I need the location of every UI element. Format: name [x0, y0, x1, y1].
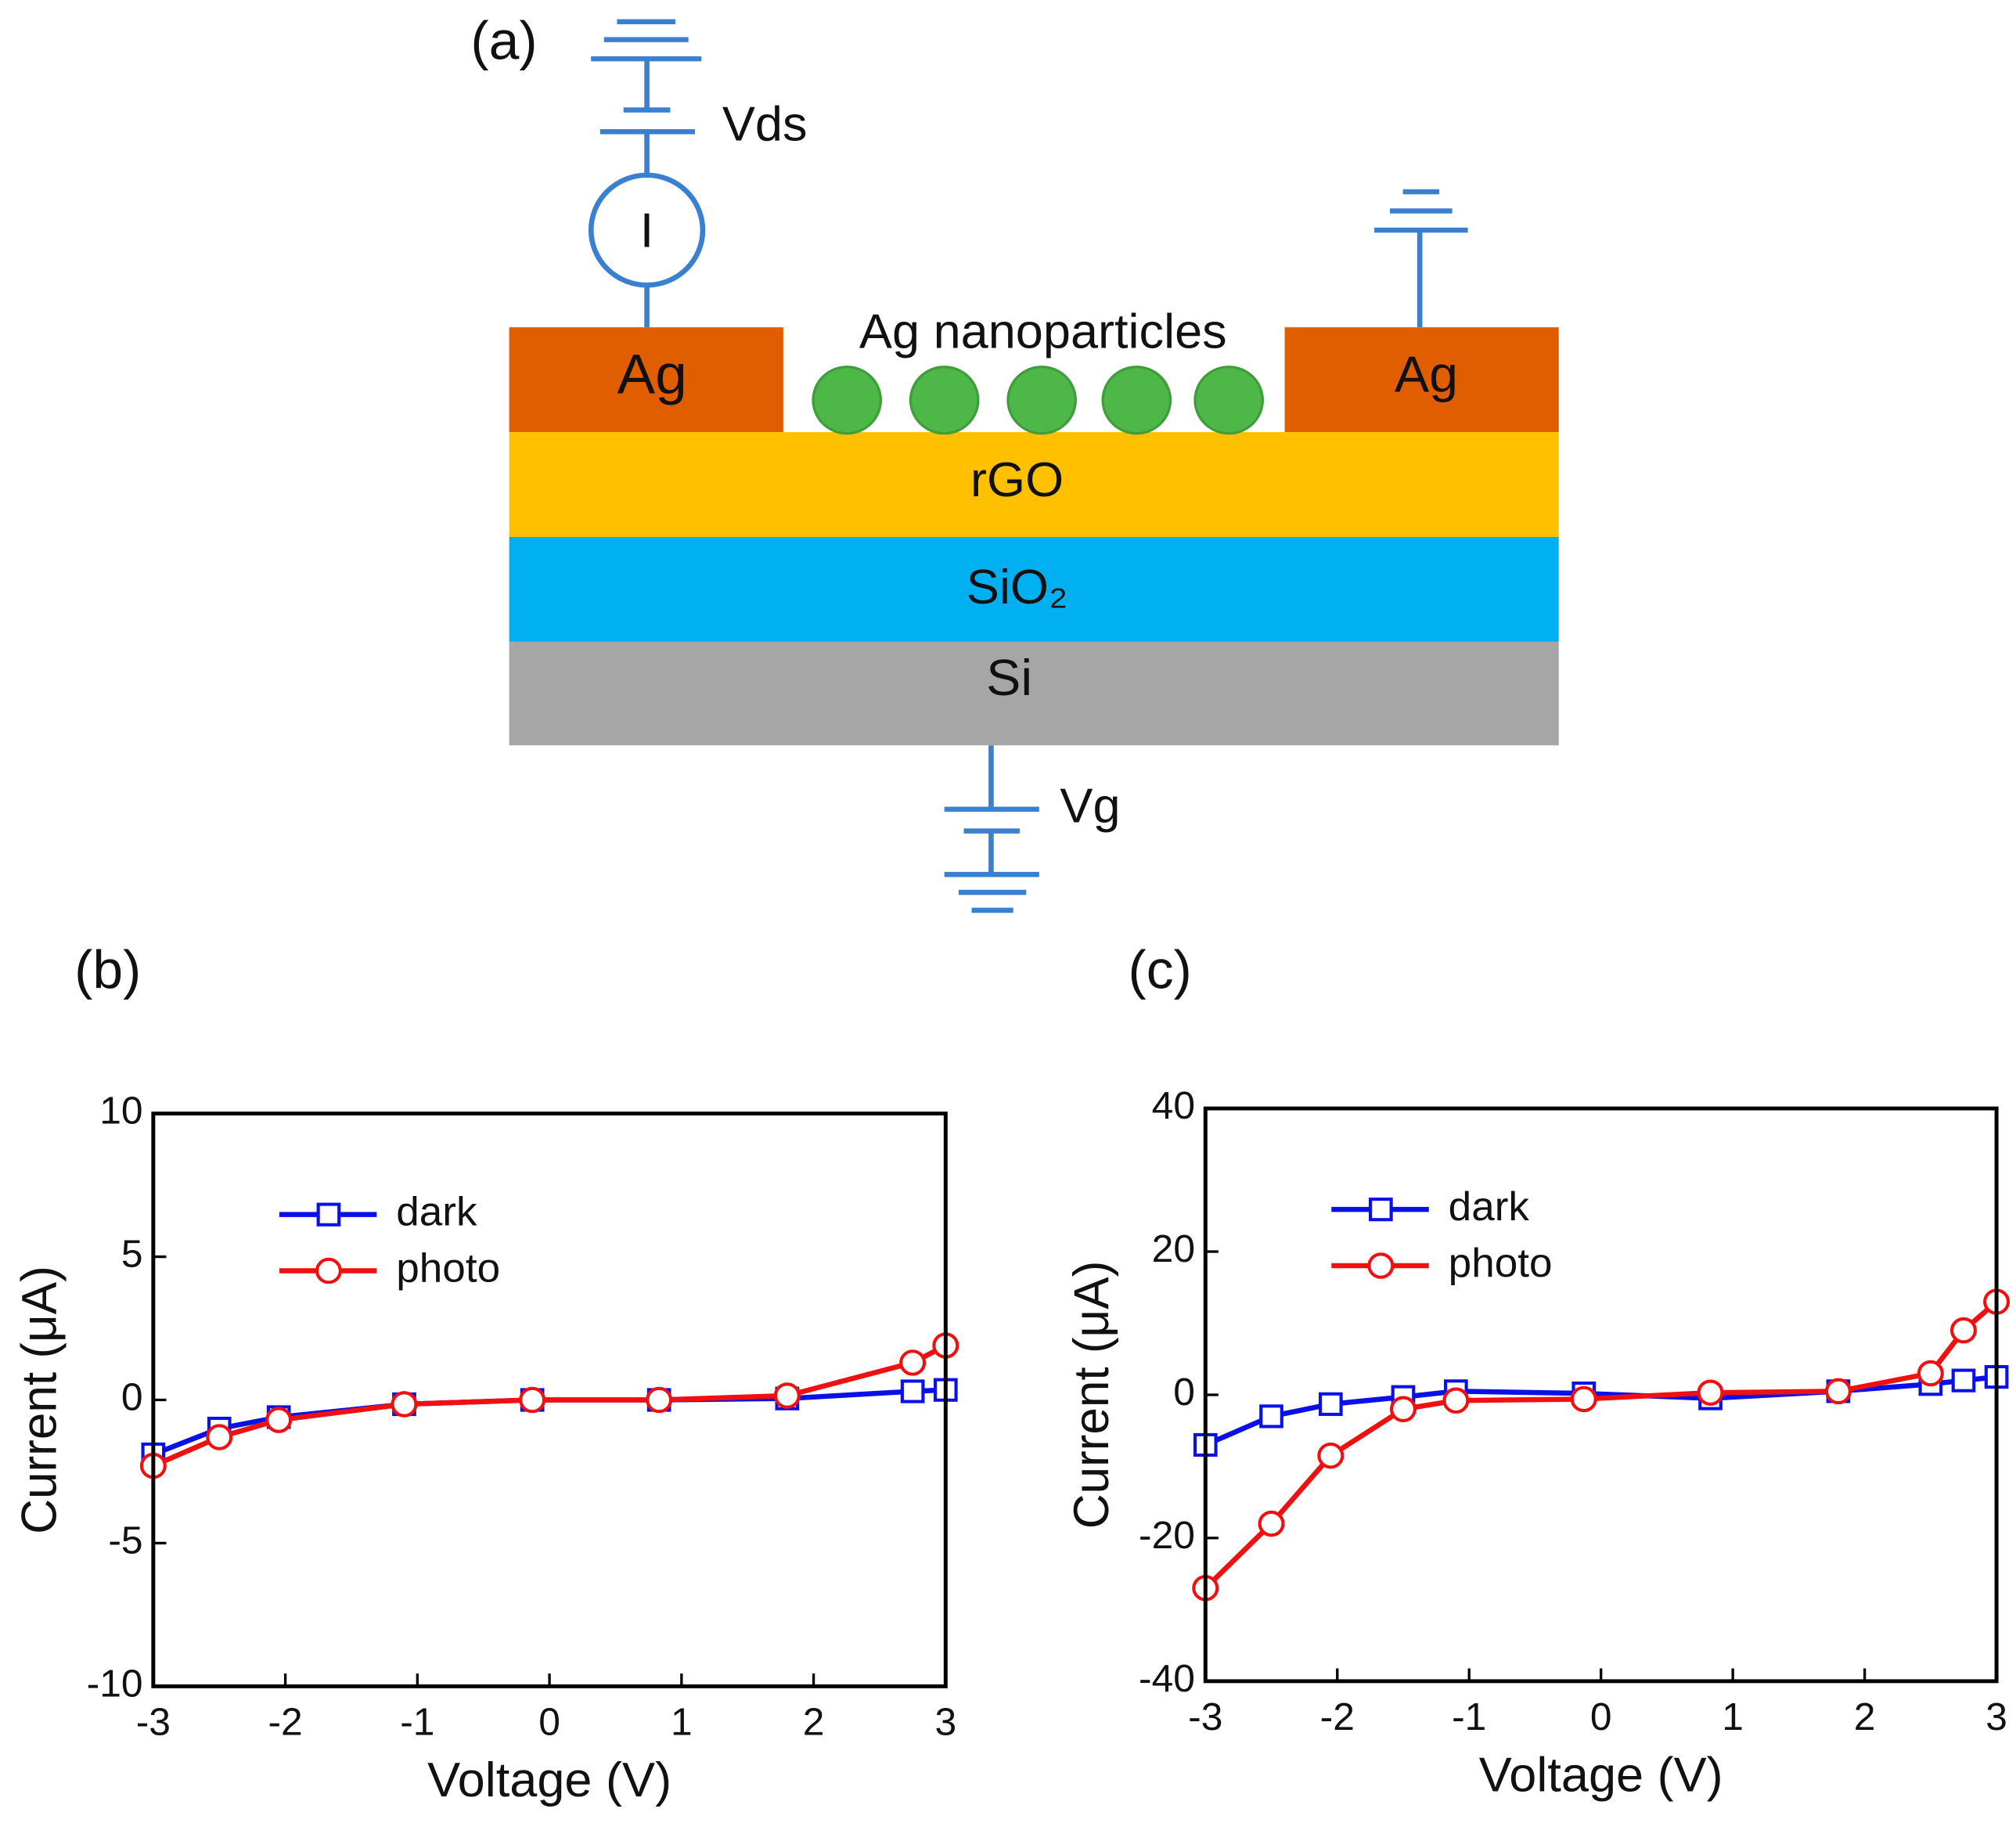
marker: [265, 1407, 293, 1433]
si-layer: [509, 641, 1559, 746]
x-tick-label: -1: [1452, 1695, 1486, 1738]
panel-label: (a): [470, 10, 537, 70]
layer-label: Si: [986, 648, 1032, 705]
y-tick-label: -20: [1139, 1514, 1195, 1557]
x-tick-label: 0: [1590, 1695, 1612, 1738]
x-tick-label: 3: [934, 1701, 956, 1744]
marker: [1824, 1378, 1852, 1405]
legend-label: dark: [396, 1189, 477, 1235]
x-tick-label: 2: [1854, 1695, 1876, 1738]
layer-label: SiO₂: [967, 560, 1068, 614]
rgo-layer: [509, 432, 1559, 537]
marker: [900, 1379, 925, 1403]
x-tick-label: 1: [1722, 1695, 1744, 1738]
source-label: Vds: [722, 97, 808, 151]
x-tick-label: -2: [1320, 1695, 1355, 1738]
contact-label: Ag: [617, 343, 687, 405]
marker: [1389, 1396, 1417, 1423]
particles-label: Ag nanoparticles: [859, 304, 1227, 358]
marker: [1442, 1387, 1470, 1414]
panel-label: (b): [74, 939, 141, 1000]
y-tick-label: -5: [108, 1519, 142, 1562]
circuit: [588, 19, 1468, 913]
legend-label: photo: [396, 1245, 500, 1292]
marker: [1570, 1385, 1597, 1413]
legend-label: photo: [1449, 1240, 1553, 1286]
marker: [1369, 1198, 1393, 1222]
contact-label: Ag: [1395, 345, 1458, 402]
panel-label: (c): [1129, 939, 1192, 1000]
marker: [1317, 1442, 1345, 1469]
marker: [899, 1349, 927, 1376]
left-contact: [509, 327, 783, 433]
marker: [316, 1202, 341, 1227]
marker: [1949, 1317, 1977, 1344]
y-tick-label: 10: [99, 1090, 142, 1133]
x-tick-label: 2: [803, 1701, 825, 1744]
x-tick-label: -2: [268, 1701, 302, 1744]
marker: [315, 1257, 342, 1284]
y-axis-label: Current (μA): [12, 1266, 67, 1534]
legend-label: dark: [1449, 1184, 1530, 1230]
nanoparticles: [812, 366, 1264, 435]
plot-frame: [151, 1111, 948, 1688]
marker: [1318, 1392, 1343, 1416]
marker: [391, 1391, 418, 1418]
marker: [1259, 1404, 1283, 1428]
y-tick-label: -40: [1139, 1657, 1195, 1700]
y-tick-label: 20: [1152, 1227, 1195, 1270]
x-tick-label: -1: [400, 1701, 434, 1744]
plot-frame: [1203, 1106, 1999, 1684]
x-tick-label: 0: [538, 1701, 560, 1744]
marker: [206, 1424, 233, 1450]
y-tick-label: 0: [1173, 1371, 1195, 1414]
x-tick-label: 1: [671, 1701, 693, 1744]
x-tick-label: 3: [1985, 1695, 2007, 1738]
x-tick-label: -3: [1188, 1695, 1222, 1738]
marker: [773, 1382, 801, 1409]
marker: [1917, 1360, 1944, 1387]
sio2-layer: [509, 537, 1559, 642]
right-contact: [1284, 327, 1559, 433]
marker: [1367, 1252, 1395, 1279]
gate-label: Vg: [1060, 779, 1120, 833]
y-tick-label: 40: [1152, 1084, 1195, 1127]
layer-label: rGO: [970, 452, 1064, 506]
x-axis-label: Voltage (V): [1479, 1748, 1723, 1802]
x-tick-label: -3: [136, 1701, 171, 1744]
y-tick-label: 0: [121, 1376, 143, 1419]
meter-label: I: [640, 204, 654, 258]
marker: [1951, 1368, 1976, 1392]
marker: [646, 1386, 673, 1414]
marker: [519, 1386, 546, 1414]
y-tick-label: -10: [87, 1663, 143, 1706]
marker: [1258, 1510, 1285, 1537]
y-axis-label: Current (μA): [1064, 1261, 1119, 1529]
y-tick-label: 5: [121, 1233, 143, 1276]
x-axis-label: Voltage (V): [427, 1753, 671, 1807]
marker: [1697, 1379, 1724, 1406]
